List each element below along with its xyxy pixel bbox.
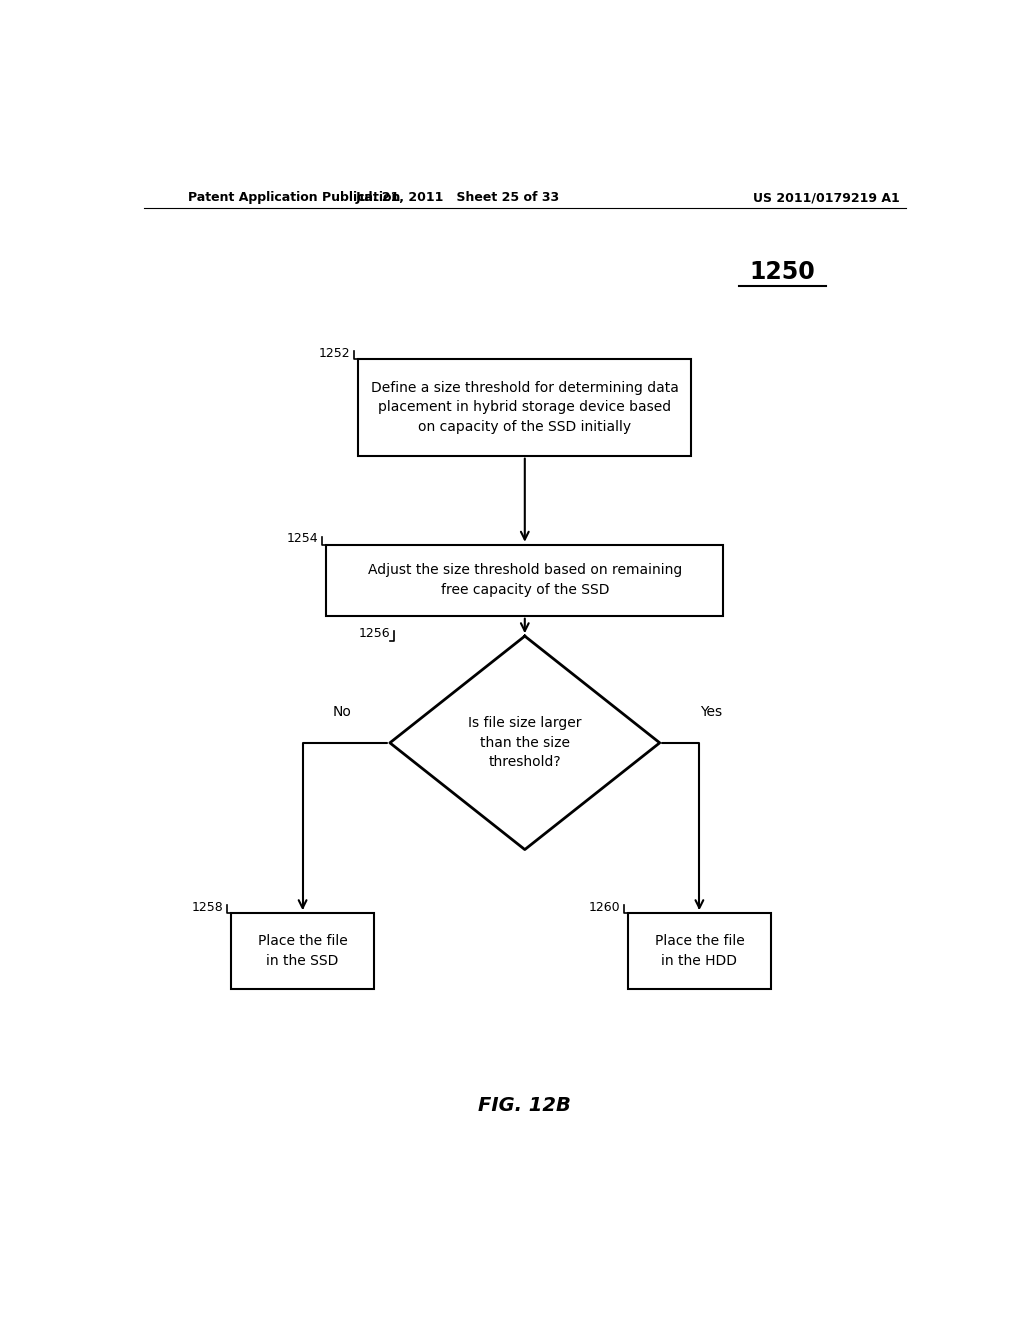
FancyBboxPatch shape <box>327 545 723 616</box>
Text: FIG. 12B: FIG. 12B <box>478 1096 571 1115</box>
Text: 1260: 1260 <box>589 900 620 913</box>
Text: Place the file
in the HDD: Place the file in the HDD <box>654 935 744 968</box>
FancyBboxPatch shape <box>628 913 771 989</box>
FancyBboxPatch shape <box>231 913 374 989</box>
FancyBboxPatch shape <box>358 359 691 455</box>
Text: Define a size threshold for determining data
placement in hybrid storage device : Define a size threshold for determining … <box>371 381 679 434</box>
Text: US 2011/0179219 A1: US 2011/0179219 A1 <box>753 191 900 205</box>
Polygon shape <box>390 636 659 850</box>
Text: 1258: 1258 <box>191 900 223 913</box>
Text: Patent Application Publication: Patent Application Publication <box>187 191 400 205</box>
Text: Is file size larger
than the size
threshold?: Is file size larger than the size thresh… <box>468 717 582 770</box>
Text: Place the file
in the SSD: Place the file in the SSD <box>258 935 347 968</box>
Text: No: No <box>333 705 351 719</box>
Text: Yes: Yes <box>700 705 722 719</box>
Text: Adjust the size threshold based on remaining
free capacity of the SSD: Adjust the size threshold based on remai… <box>368 564 682 597</box>
Text: 1256: 1256 <box>358 627 390 640</box>
Text: 1250: 1250 <box>750 260 815 284</box>
Text: 1254: 1254 <box>287 532 318 545</box>
Text: 1252: 1252 <box>318 347 350 360</box>
Text: Jul. 21, 2011   Sheet 25 of 33: Jul. 21, 2011 Sheet 25 of 33 <box>355 191 559 205</box>
